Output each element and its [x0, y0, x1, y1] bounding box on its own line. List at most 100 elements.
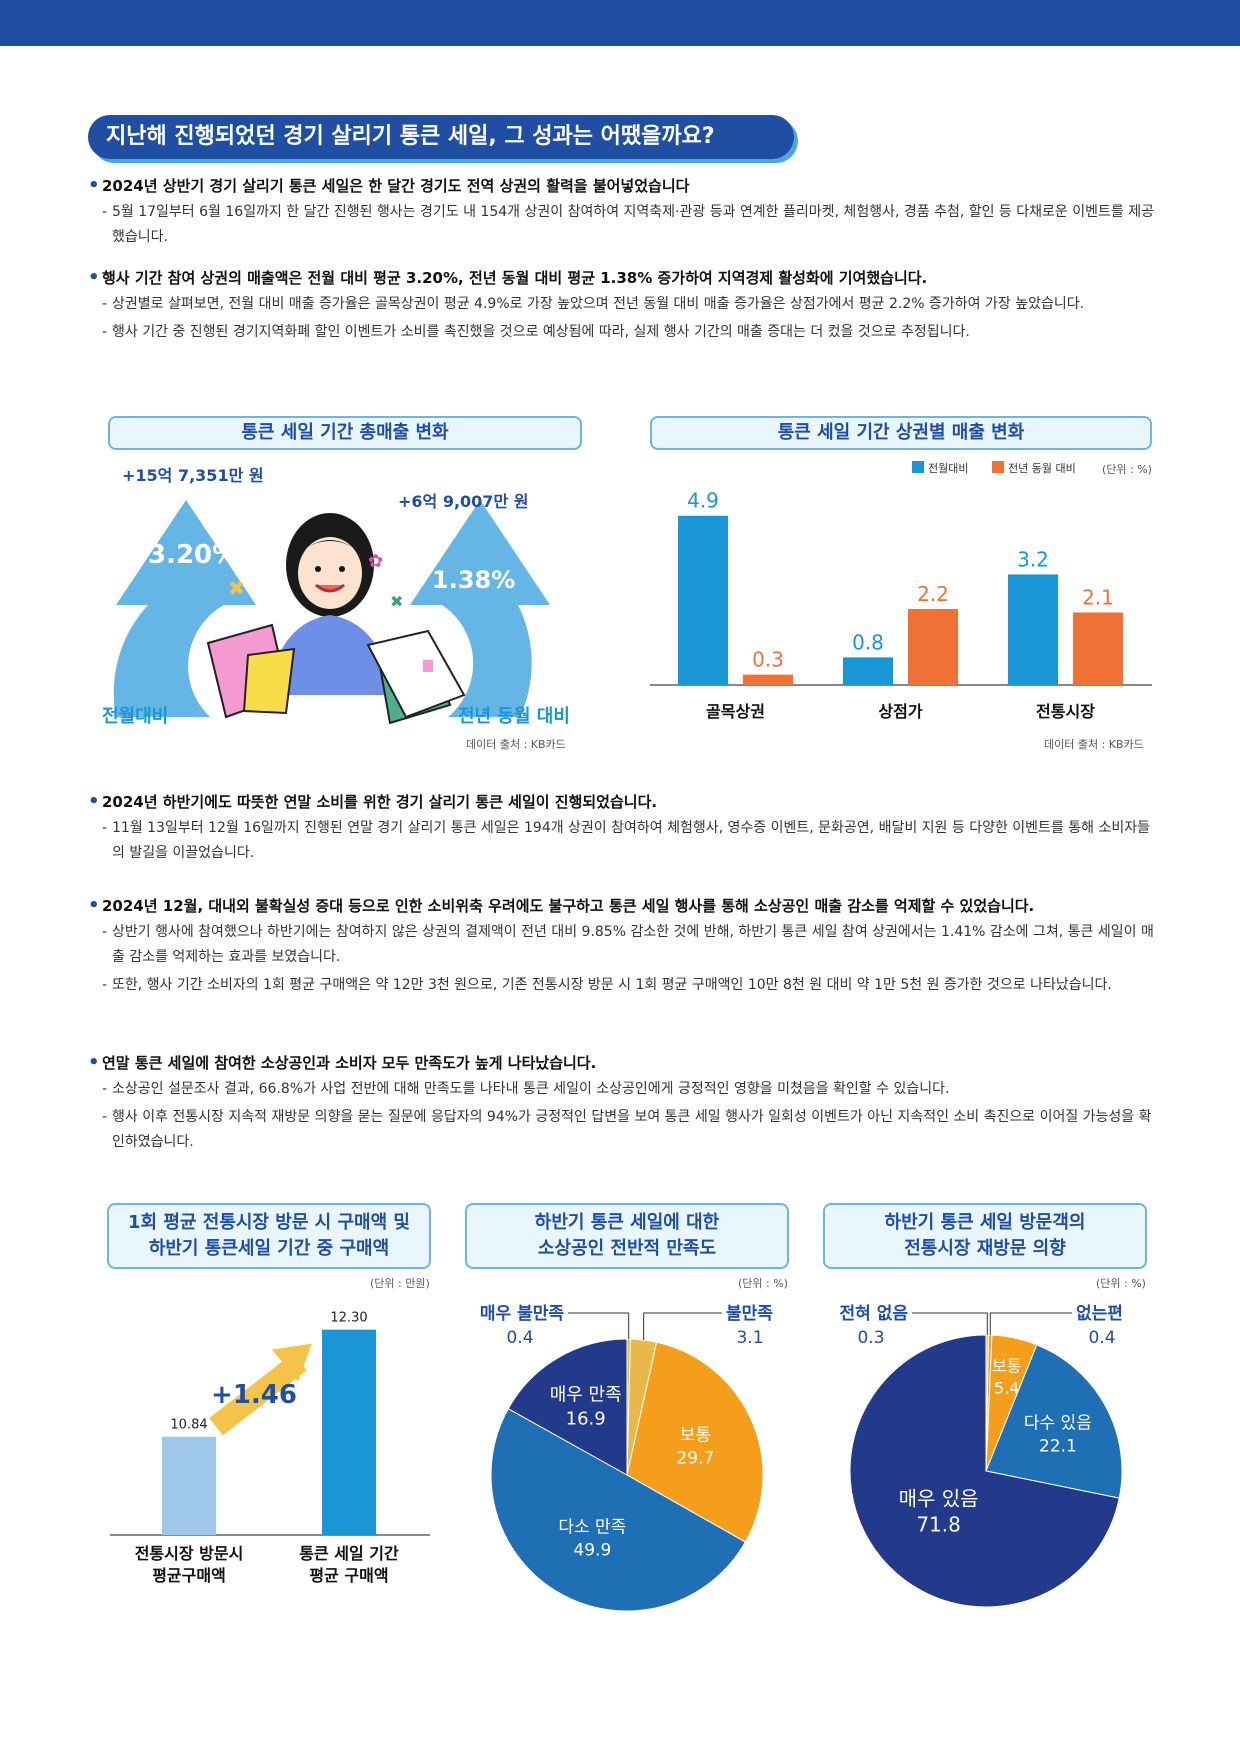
- section-detail: 5월 17일부터 6월 16일까지 한 달간 진행된 행사는 경기도 내 154…: [88, 200, 1156, 250]
- slice-value: 5.4: [994, 1378, 1019, 1397]
- up-arrow-left-shape: [113, 500, 256, 717]
- mini-chart-unit: (단위 : 만원): [370, 1277, 430, 1290]
- section-detail: 행사 이후 전통시장 지속적 재방문 의향을 묻는 질문에 응답자의 94%가 …: [88, 1105, 1156, 1155]
- section-heading: 2024년 12월, 대내외 불확실성 증대 등으로 인한 소비위축 우려에도 …: [88, 895, 1156, 917]
- text-section-5: 연말 통큰 세일에 참여한 소상공인과 소비자 모두 만족도가 높게 나타났습니…: [88, 1052, 1156, 1155]
- bar-chart-unit: (단위 : %): [1102, 463, 1152, 476]
- pie1-title-line2: 소상공인 전반적 만족도: [537, 1238, 717, 1259]
- legend-swatch: [912, 461, 924, 473]
- section-detail: 상권별로 살펴보면, 전월 대비 매출 증가율은 골목상권이 평균 4.9%로 …: [88, 292, 1156, 317]
- bar-yoy: [908, 609, 958, 685]
- bar-value-label: 0.8: [852, 630, 884, 654]
- bar-value-label: 0.3: [752, 648, 784, 672]
- pie1-title-line1: 하반기 통큰 세일에 대한: [534, 1212, 720, 1233]
- pie-slice: [849, 1334, 1120, 1608]
- svg-text:✿: ✿: [368, 551, 383, 572]
- slice-label: 다수 있음: [1024, 1413, 1092, 1433]
- section-detail: 상반기 행사에 참여했으나 하반기에는 참여하지 않은 상권의 결제액이 전년 …: [88, 920, 1156, 970]
- satisfaction-pie-chart: 매우 불만족 0.4 불만족 3.1 보통 29.7 다소 만족 49.9 매우 만족 16.9: [480, 1304, 773, 1612]
- text-section-3: 2024년 하반기에도 따뜻한 연말 소비를 위한 경기 살리기 통큰 세일이 …: [88, 791, 1156, 866]
- section-detail: 또한, 행사 기간 소비자의 1회 평균 구매액은 약 12만 3천 원으로, …: [88, 973, 1156, 998]
- right-label: 전년 동월 대비: [458, 706, 570, 727]
- text-section-4: 2024년 12월, 대내외 불확실성 증대 등으로 인한 소비위축 우려에도 …: [88, 895, 1156, 998]
- mini-chart-title: 1회 평균 전통시장 방문 시 구매액 및 하반기 통큰세일 기간 중 구매액: [107, 1203, 431, 1269]
- bar-value-label: 2.2: [917, 582, 949, 606]
- slice-value: 3.1: [736, 1328, 763, 1348]
- section-heading: 2024년 하반기에도 따뜻한 연말 소비를 위한 경기 살리기 통큰 세일이 …: [88, 791, 1156, 813]
- shopping-woman-icon: ✖ ✿ ✖: [206, 513, 466, 725]
- bar-chart-source: 데이터 출처 : KB카드: [1044, 738, 1144, 751]
- purchase-bar: [162, 1436, 216, 1535]
- sales-change-infographic: ✖ ✿ ✖: [113, 500, 550, 725]
- mini-chart-title-line1: 1회 평균 전통시장 방문 시 구매액 및: [128, 1212, 410, 1233]
- slice-value: 29.7: [676, 1449, 714, 1469]
- bar-mom: [843, 657, 893, 685]
- bar-yoy: [1073, 612, 1123, 685]
- up-arrow-right-shape: [410, 500, 550, 717]
- bar-mom: [678, 515, 728, 685]
- leader-line: [643, 1312, 722, 1341]
- page-title: 지난해 진행되었던 경기 살리기 통큰 세일, 그 성과는 어땠을까요?: [88, 115, 794, 159]
- pie-slice: [626, 1341, 764, 1543]
- bar-yoy: [743, 674, 793, 685]
- pie1-title: 하반기 통큰 세일에 대한 소상공인 전반적 만족도: [465, 1203, 789, 1269]
- purchase-value-label: 12.30: [330, 1311, 367, 1326]
- top-banner: [0, 0, 1240, 46]
- bar-value-label: 4.9: [687, 489, 719, 513]
- slice-label: 불만족: [726, 1304, 773, 1324]
- increase-label: +1.46: [211, 1380, 297, 1410]
- pie2-title-line2: 전통시장 재방문 의향: [904, 1238, 1066, 1259]
- section-heading: 행사 기간 참여 상권의 매출액은 전월 대비 평균 3.20%, 전년 동월 …: [88, 267, 1156, 289]
- section-detail: 행사 기간 중 진행된 경기지역화폐 할인 이벤트가 소비를 촉진했을 것으로 …: [88, 320, 1156, 345]
- slice-value: 49.9: [573, 1541, 611, 1561]
- legend-swatch: [992, 461, 1004, 473]
- slice-value: 16.9: [566, 1409, 606, 1430]
- slice-value: 0.4: [1088, 1328, 1115, 1348]
- legend-label: 전년 동월 대비: [1008, 462, 1076, 475]
- purchase-category-label: 통큰 세일 기간: [299, 1544, 399, 1563]
- category-label: 골목상권: [706, 702, 765, 721]
- svg-text:✖: ✖: [390, 592, 403, 611]
- section-detail: 소상공인 설문조사 결과, 66.8%가 사업 전반에 대해 만족도를 나타내 …: [88, 1077, 1156, 1102]
- leader-line: [568, 1312, 630, 1340]
- slice-value: 71.8: [916, 1513, 961, 1537]
- section-heading: 2024년 상반기 경기 살리기 통큰 세일은 한 달간 경기도 전역 상권의 …: [88, 175, 1156, 197]
- mini-chart-title-line2: 하반기 통큰세일 기간 중 구매액: [148, 1238, 390, 1259]
- market-bar-chart: 전월대비 전년 동월 대비 4.9 0.3 골목상권 0.8 2.2 상점가 3.2 2.1 전통시…: [650, 461, 1152, 721]
- infographic-title: 통큰 세일 기간 총매출 변화: [108, 416, 582, 450]
- purchase-category-label: 전통시장 방문시: [135, 1544, 244, 1563]
- left-amount: +15억 7,351만 원: [122, 466, 264, 485]
- pie1-unit: (단위 : %): [738, 1277, 788, 1290]
- slice-label: 다소 만족: [558, 1518, 626, 1538]
- legend-label: 전월대비: [928, 462, 968, 475]
- purchase-category-label: 평균구매액: [152, 1566, 226, 1585]
- pie-slice: [985, 1344, 1123, 1499]
- infographic-source: 데이터 출처 : KB카드: [466, 738, 566, 751]
- purchase-category-label: 평균 구매액: [309, 1566, 388, 1585]
- left-percent: 3.20%: [148, 540, 239, 570]
- category-label: 전통시장: [1036, 702, 1095, 721]
- slice-label: 보통: [680, 1426, 711, 1446]
- right-amount: +6억 9,007만 원: [398, 492, 529, 511]
- pie2-unit: (단위 : %): [1096, 1277, 1146, 1290]
- category-label: 상점가: [878, 702, 922, 721]
- slice-label: 전혀 없음: [840, 1304, 909, 1324]
- purchase-bar: [322, 1329, 376, 1535]
- section-heading: 연말 통큰 세일에 참여한 소상공인과 소비자 모두 만족도가 높게 나타났습니…: [88, 1052, 1156, 1074]
- pie2-title-line1: 하반기 통큰 세일 방문객의: [884, 1212, 1086, 1233]
- slice-value: 0.3: [857, 1328, 884, 1348]
- slice-value: 0.4: [506, 1328, 533, 1348]
- section-detail: 11월 13일부터 12월 16일까지 진행된 연말 경기 살리기 통큰 세일은…: [88, 816, 1156, 866]
- slice-label: 매우 만족: [550, 1385, 622, 1406]
- leader-line: [912, 1312, 988, 1336]
- pie-slice: [490, 1408, 747, 1612]
- bar-value-label: 3.2: [1017, 547, 1049, 571]
- increase-arrow-head: [272, 1343, 312, 1382]
- slice-label: 매우 있음: [899, 1487, 979, 1511]
- bar-chart-title: 통큰 세일 기간 상권별 매출 변화: [650, 416, 1152, 450]
- slice-label: 보통: [992, 1356, 1021, 1375]
- left-label: 전월대비: [102, 706, 169, 727]
- slice-label: 없는편: [1076, 1304, 1123, 1324]
- bar-mom: [1008, 574, 1058, 685]
